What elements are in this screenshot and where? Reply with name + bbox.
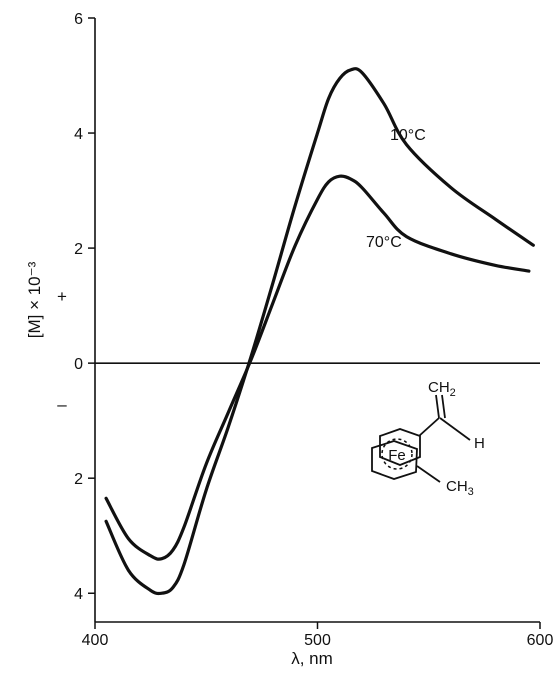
ferrocene-structure-diagram: Fe CH2 H CH3 <box>371 379 485 498</box>
ticks: 6 4 2 0 2 4 400 500 600 <box>74 11 553 649</box>
positive-sign-label: + <box>57 287 67 306</box>
y-tick-label: 2 <box>74 471 83 488</box>
y-tick-label: 6 <box>74 11 83 28</box>
metal-center-dashed-circle <box>381 438 413 470</box>
y-tick-label: 4 <box>74 126 83 143</box>
methyl-bond <box>416 465 441 483</box>
series-line-1 <box>104 174 531 561</box>
metal-label: Fe <box>388 447 406 464</box>
double-bond-a <box>435 394 440 419</box>
ch2-label: CH2 <box>428 379 456 399</box>
vinyl-h-bond <box>439 417 471 441</box>
negative-sign-label: – <box>57 395 67 414</box>
y-axis-label: [M] × 10⁻³ <box>25 261 44 338</box>
y-tick-label: 0 <box>74 356 83 373</box>
x-tick-label: 600 <box>527 632 554 649</box>
cyclopentadienyl-ring-upper <box>379 428 421 466</box>
series-label-70c: 70°C <box>366 234 402 251</box>
curves <box>104 67 535 596</box>
vinyl-bond <box>418 417 440 437</box>
h-label: H <box>474 435 485 452</box>
x-axis-label: λ, nm <box>291 649 333 668</box>
series-label-10c: 10°C <box>390 127 426 144</box>
ch3-label: CH3 <box>446 478 474 498</box>
y-tick-label: 2 <box>74 241 83 258</box>
x-tick-label: 500 <box>304 632 331 649</box>
x-tick-label: 400 <box>82 632 109 649</box>
series-line-0 <box>104 67 535 596</box>
cyclopentadienyl-ring-lower <box>371 440 418 480</box>
double-bond-b <box>441 394 446 419</box>
y-tick-label: 4 <box>74 586 83 603</box>
axes <box>94 18 540 623</box>
